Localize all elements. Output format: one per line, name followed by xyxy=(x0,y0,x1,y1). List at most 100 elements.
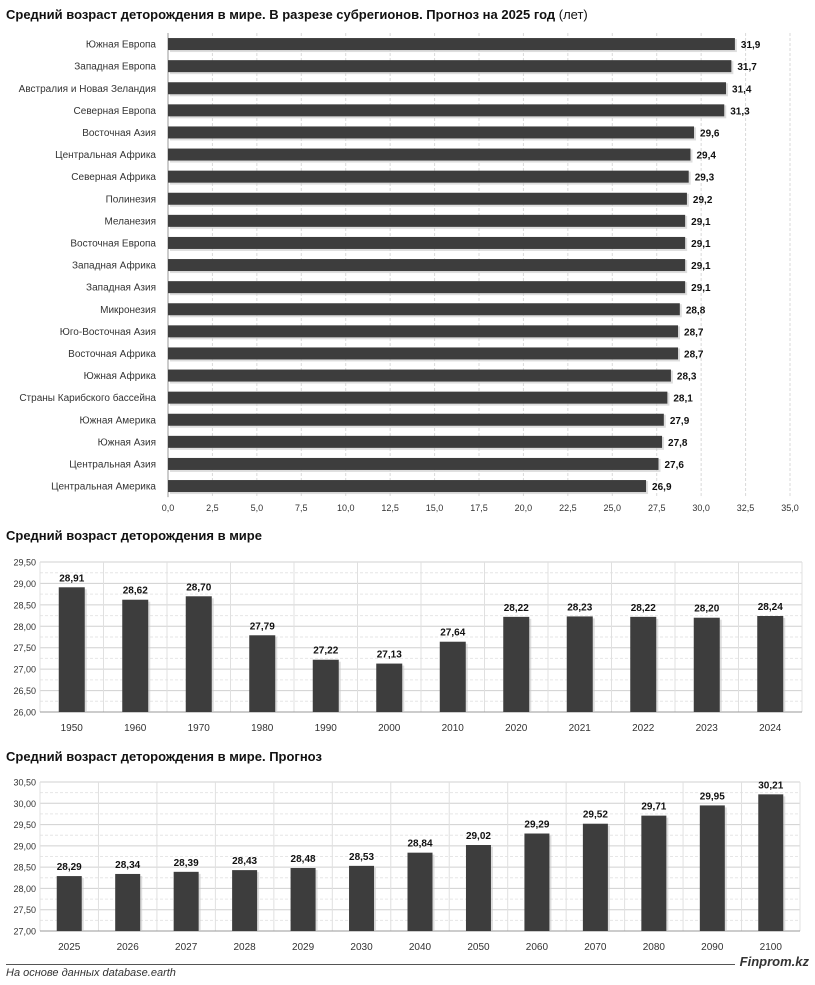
bar xyxy=(115,873,141,931)
data-label: 27,64 xyxy=(440,628,465,639)
data-label: 28,8 xyxy=(686,305,706,316)
tick-label: 5,0 xyxy=(251,503,264,513)
data-label: 28,23 xyxy=(567,602,592,613)
category-label: Юго-Восточная Азия xyxy=(60,327,156,338)
data-label: 28,20 xyxy=(694,604,719,615)
category-label: Западная Европа xyxy=(74,62,156,73)
category-label: Северная Африка xyxy=(71,171,156,183)
bar xyxy=(168,214,686,227)
tick-label: 30,50 xyxy=(13,778,36,788)
data-label: 29,1 xyxy=(691,261,711,272)
bar xyxy=(168,480,647,493)
tick-label: 28,00 xyxy=(13,884,36,894)
data-label: 28,7 xyxy=(684,349,704,360)
bar xyxy=(168,413,664,426)
tick-label: 28,00 xyxy=(13,622,36,632)
data-label: 28,91 xyxy=(59,573,84,584)
bar xyxy=(168,369,671,382)
tick-label: 17,5 xyxy=(470,503,488,513)
data-label: 27,9 xyxy=(670,416,690,427)
bar xyxy=(168,281,686,294)
data-label: 26,9 xyxy=(652,482,672,493)
bar xyxy=(168,457,659,470)
bar xyxy=(168,192,687,205)
data-label: 28,39 xyxy=(174,858,199,869)
chart3-title: Средний возраст деторождения в мире. Про… xyxy=(6,749,322,764)
tick-label: 27,50 xyxy=(13,643,36,653)
category-label: 2020 xyxy=(505,723,528,734)
category-label: 2029 xyxy=(292,942,315,953)
tick-label: 30,00 xyxy=(13,799,36,809)
data-label: 31,7 xyxy=(737,62,757,73)
data-label: 28,7 xyxy=(684,327,704,338)
category-label: Восточная Африка xyxy=(68,348,156,360)
bar xyxy=(693,617,720,712)
data-label: 29,2 xyxy=(693,195,713,206)
data-label: 28,70 xyxy=(186,582,211,593)
bar xyxy=(249,635,276,712)
category-label: 1950 xyxy=(61,723,84,734)
bar xyxy=(168,82,727,95)
tick-label: 7,5 xyxy=(295,503,308,513)
category-label: Меланезия xyxy=(104,216,156,227)
category-label: 1970 xyxy=(188,723,211,734)
bar xyxy=(566,616,593,712)
category-label: 2026 xyxy=(117,942,140,953)
category-label: 2025 xyxy=(58,942,81,953)
category-label: Австралия и Новая Зеландия xyxy=(19,84,156,95)
bar xyxy=(524,833,550,931)
bar xyxy=(641,815,667,931)
data-label: 27,22 xyxy=(313,646,338,657)
tick-label: 32,5 xyxy=(737,503,755,513)
data-label: 29,95 xyxy=(700,791,725,802)
tick-label: 28,50 xyxy=(13,863,36,873)
bar xyxy=(376,663,403,712)
category-label: 2010 xyxy=(442,723,465,734)
tick-label: 2,5 xyxy=(206,503,219,513)
chart1-title: Средний возраст деторождения в мире. В р… xyxy=(6,7,588,22)
category-label: Полинезия xyxy=(106,194,156,205)
tick-label: 29,50 xyxy=(13,820,36,830)
bar xyxy=(630,616,657,712)
data-label: 29,1 xyxy=(691,283,711,294)
bar xyxy=(185,596,212,712)
bar xyxy=(168,126,695,139)
bar xyxy=(168,391,668,404)
data-label: 28,29 xyxy=(57,862,82,873)
data-label: 27,8 xyxy=(668,438,688,449)
tick-label: 25,0 xyxy=(604,503,622,513)
category-label: Центральная Америка xyxy=(51,482,156,493)
bar xyxy=(58,587,85,712)
category-label: 2021 xyxy=(569,723,592,734)
footer-divider xyxy=(6,964,735,965)
bar xyxy=(122,599,149,712)
bar xyxy=(168,347,679,360)
tick-label: 27,00 xyxy=(13,927,36,937)
data-label: 31,9 xyxy=(741,40,761,51)
data-label: 28,1 xyxy=(673,394,693,405)
category-label: Восточная Европа xyxy=(70,238,156,249)
bar xyxy=(699,805,725,931)
data-label: 28,84 xyxy=(407,839,432,850)
bar xyxy=(312,659,339,712)
data-label: 27,79 xyxy=(250,621,275,632)
category-label: 2080 xyxy=(643,942,666,953)
category-label: Северная Европа xyxy=(74,106,157,117)
tick-label: 29,50 xyxy=(13,558,36,568)
category-label: 2000 xyxy=(378,723,401,734)
tick-label: 27,00 xyxy=(13,665,36,675)
category-label: 1990 xyxy=(315,723,338,734)
category-label: 2090 xyxy=(701,942,724,953)
category-label: Южная Азия xyxy=(98,437,156,448)
category-label: 2050 xyxy=(467,942,490,953)
data-label: 29,29 xyxy=(524,820,549,831)
category-label: Страны Карибского бассейна xyxy=(19,392,156,404)
data-label: 28,22 xyxy=(504,603,529,614)
bar xyxy=(168,170,689,183)
footer-source: На основе данных database.earth xyxy=(6,967,176,979)
category-label: 1960 xyxy=(124,723,147,734)
tick-label: 22,5 xyxy=(559,503,577,513)
data-label: 29,1 xyxy=(691,217,711,228)
tick-label: 26,50 xyxy=(13,686,36,696)
bar xyxy=(168,325,679,338)
